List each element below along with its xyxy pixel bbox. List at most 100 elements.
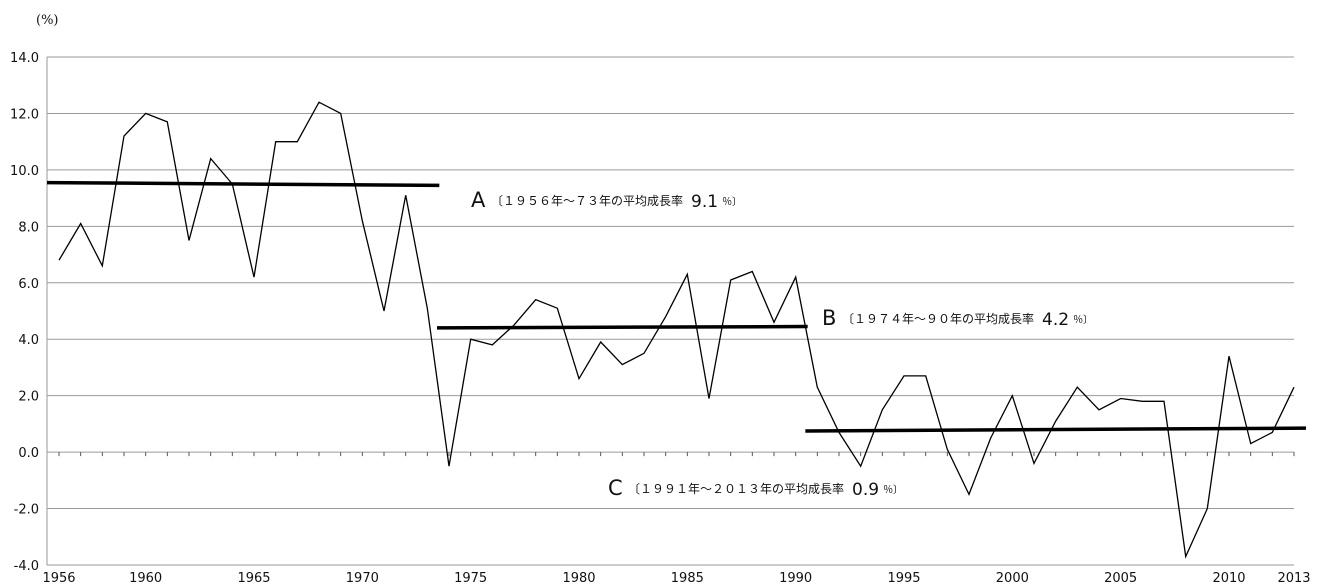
y-tick-label: 8.0	[18, 220, 39, 235]
annotation-value: 4.2	[1042, 310, 1069, 330]
annotation-percent: ％〕	[1073, 314, 1093, 326]
annotation-value: 0.9	[852, 480, 879, 500]
data-point	[730, 279, 732, 281]
x-tick-label: 1980	[562, 571, 595, 586]
annotation-percent: ％〕	[883, 484, 903, 496]
x-tick-label: 2010	[1212, 571, 1245, 586]
x-tick-label: 1975	[454, 571, 487, 586]
data-point	[1185, 556, 1187, 558]
y-unit-label: (%)	[36, 13, 59, 28]
data-point	[1293, 386, 1295, 388]
annotation-text: 〔１９９１年〜２０１３年の平均成長率	[628, 481, 844, 496]
y-tick-label: -2.0	[14, 503, 39, 518]
data-point	[58, 259, 60, 261]
data-point	[101, 265, 103, 267]
data-point	[1250, 443, 1252, 445]
data-point	[1228, 355, 1230, 357]
data-point	[405, 194, 407, 196]
annotation-letter: C	[608, 476, 623, 500]
average-line-c	[805, 426, 1307, 433]
data-point	[578, 378, 580, 380]
data-point	[708, 397, 710, 399]
x-tick-label: 1965	[237, 571, 270, 586]
average-line-a	[46, 180, 440, 188]
data-point	[686, 273, 688, 275]
x-tick-label: 1990	[779, 571, 812, 586]
data-point	[296, 141, 298, 143]
data-point	[795, 276, 797, 278]
data-point	[990, 437, 992, 439]
data-point	[1163, 400, 1165, 402]
annotation-letter: A	[471, 188, 486, 212]
data-point	[318, 101, 320, 103]
data-point	[643, 352, 645, 354]
y-tick-label: 0.0	[18, 446, 39, 461]
data-point	[903, 375, 905, 377]
data-point	[166, 121, 168, 123]
data-point	[470, 338, 472, 340]
data-point	[1011, 395, 1013, 397]
average-line-b	[436, 324, 808, 330]
growth-rate-line	[58, 101, 1295, 559]
data-point	[925, 375, 927, 377]
annotation-percent: ％〕	[722, 196, 742, 208]
annotation-text: 〔１９７４年〜９０年の平均成長率	[842, 311, 1034, 326]
annotation-value: 9.1	[691, 192, 718, 212]
x-tick-label: 1995	[887, 571, 920, 586]
data-point	[1120, 397, 1122, 399]
data-point	[448, 465, 450, 467]
annotation-letter: B	[822, 306, 836, 330]
data-point	[361, 220, 363, 222]
x-tick-label: 1960	[129, 571, 162, 586]
data-point	[383, 310, 385, 312]
data-point	[665, 316, 667, 318]
x-axis	[46, 57, 1295, 565]
data-point	[1206, 508, 1208, 510]
average-lines	[46, 180, 1307, 433]
data-point	[426, 307, 428, 309]
data-point	[968, 493, 970, 495]
data-point	[1271, 431, 1273, 433]
x-tick-label: 1985	[671, 571, 704, 586]
data-point	[145, 112, 147, 114]
y-tick-label: 10.0	[10, 164, 39, 179]
annotation-a: A 〔１９５６年〜７３年の平均成長率 9.1 ％〕	[471, 188, 742, 212]
y-tick-label: -4.0	[14, 559, 39, 574]
annotation-b: B 〔１９７４年〜９０年の平均成長率 4.2 ％〕	[822, 306, 1093, 330]
x-tick-label: 1970	[346, 571, 379, 586]
data-point	[513, 324, 515, 326]
x-tick-label: 2013	[1277, 571, 1310, 586]
data-point	[881, 409, 883, 411]
data-point	[340, 112, 342, 114]
annotation-text: 〔１９５６年〜７３年の平均成長率	[491, 193, 683, 208]
x-tick-label: 1956	[42, 571, 75, 586]
data-point	[1055, 420, 1057, 422]
series-line	[58, 101, 1295, 559]
data-point	[275, 141, 277, 143]
data-point	[188, 239, 190, 241]
data-point	[80, 223, 82, 225]
data-point	[946, 448, 948, 450]
data-point	[253, 276, 255, 278]
y-tick-label: 14.0	[10, 51, 39, 66]
y-tick-label: 2.0	[18, 390, 39, 405]
data-point	[600, 341, 602, 343]
y-tick-label: 12.0	[10, 107, 39, 122]
annotations: A 〔１９５６年〜７３年の平均成長率 9.1 ％〕 B 〔１９７４年〜９０年の平均成長率 4…	[471, 188, 1093, 500]
annotation-c: C 〔１９９１年〜２０１３年の平均成長率 0.9 ％〕	[608, 476, 903, 500]
data-point	[773, 321, 775, 323]
y-tick-label: 6.0	[18, 277, 39, 292]
data-point	[123, 135, 125, 137]
data-point	[816, 386, 818, 388]
data-point	[1141, 400, 1143, 402]
data-point	[535, 299, 537, 301]
y-tick-label: 4.0	[18, 333, 39, 348]
data-point	[491, 344, 493, 346]
data-point	[860, 465, 862, 467]
data-point	[1076, 386, 1078, 388]
grid-lines	[47, 56, 1294, 566]
x-tick-label: 2000	[996, 571, 1029, 586]
data-point	[1033, 462, 1035, 464]
